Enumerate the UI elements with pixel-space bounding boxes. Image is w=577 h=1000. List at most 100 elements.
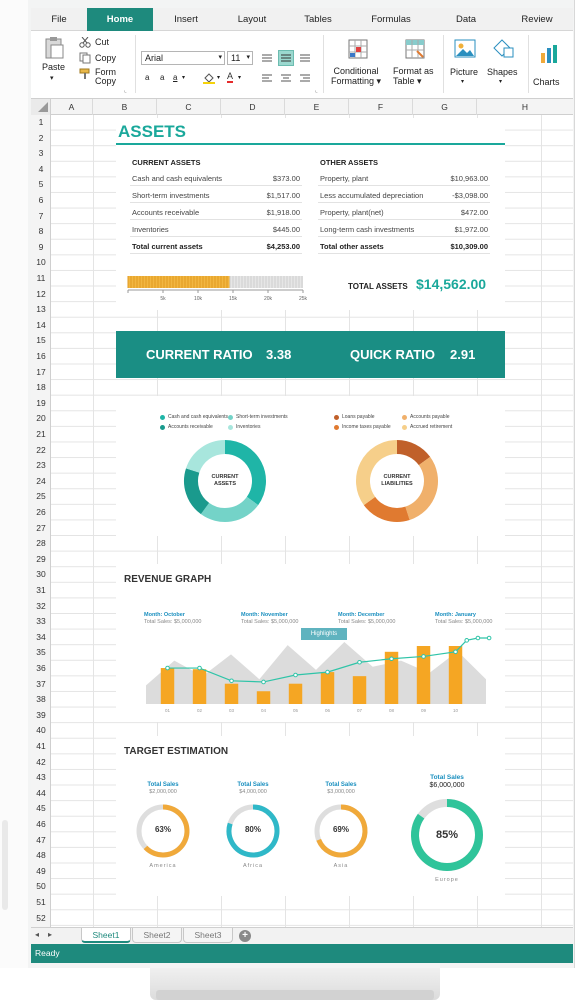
row-header[interactable]: 42 — [36, 756, 46, 767]
picture-icon[interactable] — [454, 39, 476, 59]
select-all-corner[interactable] — [31, 99, 51, 115]
format-as-table-icon[interactable] — [405, 39, 425, 59]
row-header[interactable]: 36 — [36, 663, 46, 673]
align-left-icon[interactable] — [261, 73, 273, 83]
row-header[interactable]: 8 — [38, 226, 44, 237]
row-header[interactable]: 49 — [36, 865, 46, 876]
row-header[interactable]: 2 — [38, 132, 44, 143]
row-header[interactable]: 35 — [36, 647, 46, 658]
tab-tables[interactable]: Tables — [304, 14, 332, 25]
font-name-select[interactable]: Arial ▾ — [141, 51, 225, 65]
add-sheet-icon[interactable]: + — [239, 930, 251, 942]
row-header[interactable]: 4 — [38, 163, 44, 174]
tab-home[interactable]: Home — [87, 8, 153, 31]
row-header[interactable]: 10 — [36, 257, 46, 268]
row-header[interactable]: 47 — [36, 834, 46, 845]
font-size-select[interactable]: 11 ▾ — [227, 51, 253, 65]
sheet-tab-1[interactable]: Sheet1 — [81, 928, 131, 943]
row-header[interactable]: 3 — [38, 148, 44, 159]
column-header-e[interactable]: E — [285, 99, 349, 115]
underline-icon[interactable]: a — [173, 73, 178, 82]
conditional-formatting-button[interactable]: Conditional Formatting ▾ — [331, 66, 382, 86]
column-header-c[interactable]: C — [157, 99, 221, 115]
row-header[interactable]: 17 — [36, 366, 46, 377]
sheet-tab-2[interactable]: Sheet2 — [132, 928, 182, 943]
shapes-button[interactable]: Shapes — [487, 67, 518, 77]
row-header[interactable]: 18 — [36, 382, 46, 393]
format-copy-button[interactable]: Form Copy — [95, 68, 116, 86]
row-header[interactable]: 24 — [36, 475, 46, 486]
row-header[interactable]: 23 — [36, 460, 46, 471]
row-header[interactable]: 6 — [38, 195, 44, 205]
column-header-b[interactable]: B — [93, 99, 157, 115]
highlights-badge[interactable]: Highlights — [301, 628, 347, 640]
conditional-formatting-icon[interactable] — [348, 39, 368, 59]
row-header[interactable]: 9 — [38, 241, 44, 252]
column-header-a[interactable]: A — [51, 99, 93, 115]
clipboard-launcher-icon[interactable]: ⌞ — [124, 88, 127, 94]
row-header[interactable]: 39 — [36, 709, 46, 720]
row-header[interactable]: 40 — [36, 725, 46, 736]
row-header[interactable]: 1 — [38, 117, 44, 127]
row-header[interactable]: 19 — [36, 397, 46, 408]
row-header[interactable]: 51 — [36, 897, 46, 907]
row-header[interactable]: 11 — [36, 273, 46, 283]
shapes-icon[interactable] — [492, 38, 514, 60]
column-header-d[interactable]: D — [221, 99, 285, 115]
copy-button[interactable]: Copy — [95, 53, 117, 63]
row-header[interactable]: 52 — [36, 912, 46, 923]
row-header[interactable]: 30 — [36, 569, 46, 580]
row-header[interactable]: 25 — [36, 491, 46, 502]
scroll-sheets-left-icon[interactable]: ◂ — [35, 930, 40, 939]
column-header-g[interactable]: G — [413, 99, 477, 115]
tab-insert[interactable]: Insert — [174, 14, 198, 25]
row-header[interactable]: 5 — [38, 179, 44, 190]
charts-button[interactable]: Charts — [533, 77, 560, 87]
row-header[interactable]: 34 — [36, 631, 46, 642]
font-grow-icon[interactable]: a — [160, 73, 165, 82]
row-header[interactable]: 16 — [36, 351, 46, 361]
scissors-icon[interactable] — [79, 37, 91, 48]
row-header[interactable]: 45 — [36, 803, 46, 814]
row-header[interactable]: 27 — [36, 522, 46, 533]
tab-data[interactable]: Data — [455, 14, 477, 25]
row-header[interactable]: 50 — [36, 881, 46, 892]
column-header-h[interactable]: H — [521, 102, 529, 112]
row-header[interactable]: 33 — [36, 616, 46, 627]
row-header[interactable]: 26 — [36, 507, 46, 517]
fill-color-icon[interactable] — [203, 72, 215, 84]
row-header[interactable]: 15 — [36, 335, 46, 346]
row-header[interactable]: 41 — [36, 741, 46, 751]
copy-icon[interactable] — [79, 52, 91, 64]
shapes-dropdown-icon[interactable]: ▾ — [499, 79, 503, 85]
row-header[interactable]: 37 — [36, 678, 46, 689]
row-header[interactable]: 7 — [38, 210, 44, 221]
format-painter-icon[interactable] — [79, 68, 91, 80]
align-top-icon[interactable] — [261, 53, 273, 63]
row-header[interactable]: 29 — [36, 553, 46, 564]
row-header[interactable]: 38 — [36, 694, 46, 705]
font-color-icon[interactable]: A — [227, 71, 234, 83]
row-header[interactable]: 46 — [36, 819, 46, 829]
row-header[interactable]: 43 — [36, 772, 46, 783]
font-color-dropdown-icon[interactable]: ▾ — [238, 75, 242, 81]
align-middle-button[interactable] — [278, 50, 294, 66]
row-header[interactable]: 14 — [36, 319, 46, 330]
tab-file[interactable]: File — [51, 14, 67, 25]
row-header[interactable]: 13 — [36, 304, 46, 315]
row-header[interactable]: 28 — [36, 538, 46, 549]
tab-layout[interactable]: Layout — [237, 14, 267, 25]
align-bottom-icon[interactable] — [299, 53, 311, 63]
tab-review[interactable]: Review — [521, 14, 553, 25]
cut-button[interactable]: Cut — [95, 37, 110, 47]
align-center-icon[interactable] — [280, 73, 292, 83]
row-header[interactable]: 20 — [36, 413, 46, 424]
underline-dropdown-icon[interactable]: ▾ — [182, 75, 186, 81]
row-header[interactable]: 31 — [36, 585, 46, 595]
format-as-table-button[interactable]: Format as Table ▾ — [393, 66, 434, 86]
row-header[interactable]: 48 — [36, 850, 46, 861]
paste-icon[interactable] — [43, 36, 65, 60]
row-header[interactable]: 21 — [36, 429, 46, 439]
picture-dropdown-icon[interactable]: ▾ — [461, 79, 465, 85]
sheet-tab-3[interactable]: Sheet3 — [183, 928, 233, 943]
